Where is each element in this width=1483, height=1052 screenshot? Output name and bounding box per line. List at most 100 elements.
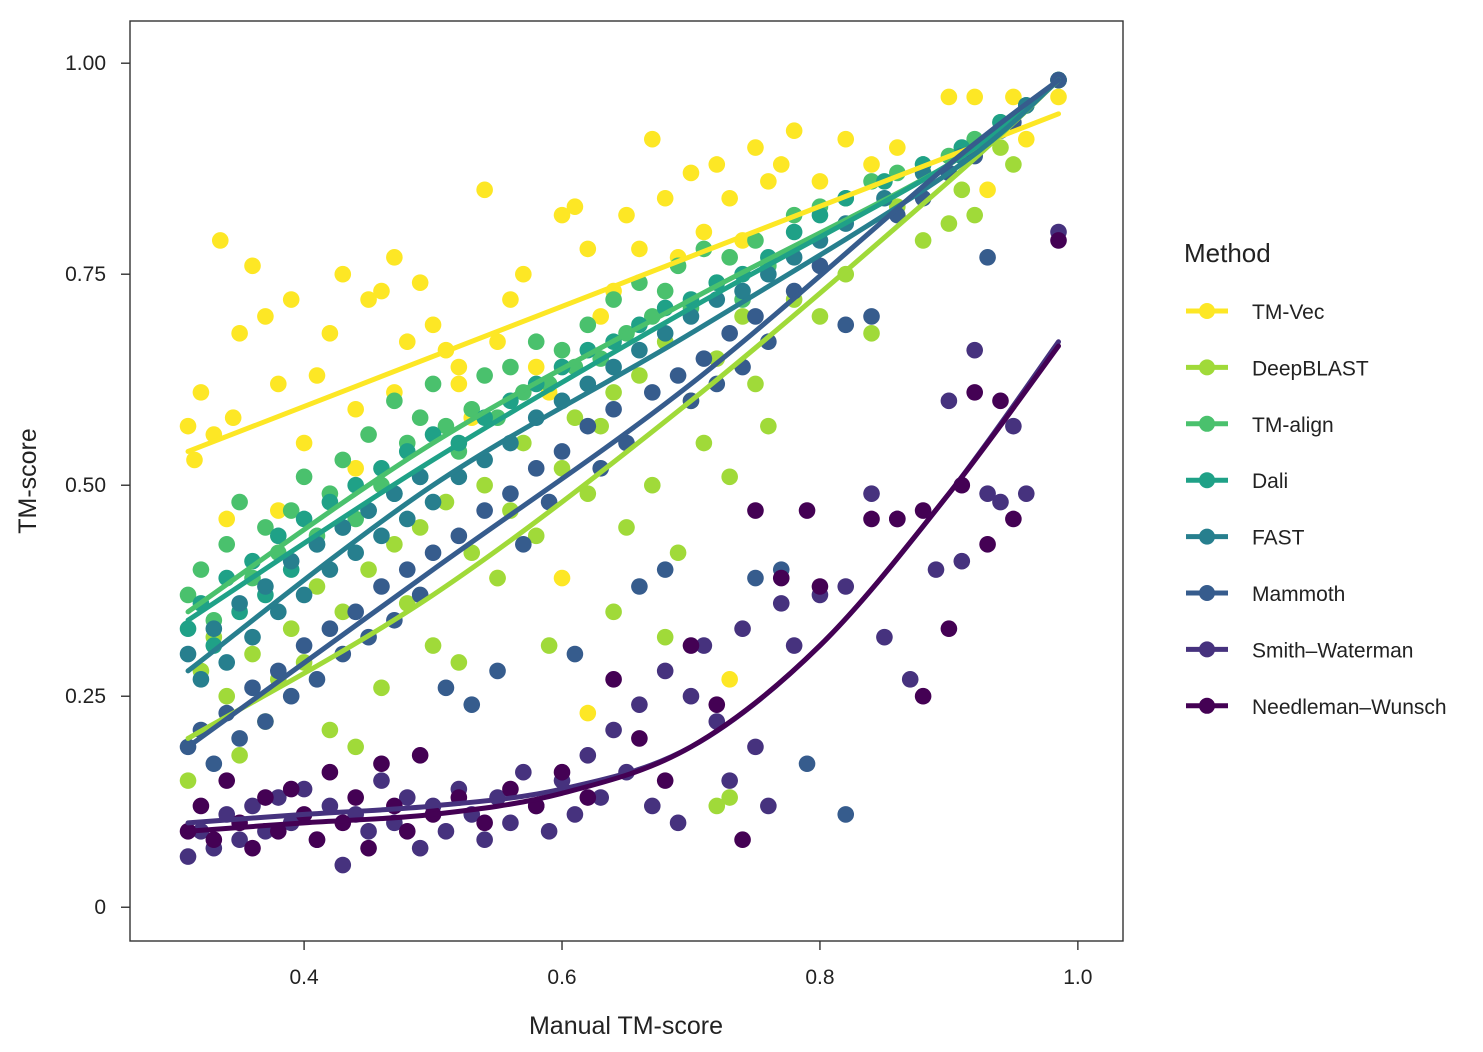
data-point xyxy=(695,350,713,367)
data-point xyxy=(553,341,571,359)
data-point xyxy=(734,282,751,300)
data-point xyxy=(373,578,390,595)
y-tick-label: 0.75 xyxy=(65,263,106,286)
data-point xyxy=(179,417,197,435)
data-point xyxy=(424,637,442,654)
data-point xyxy=(605,721,622,739)
data-point xyxy=(876,628,893,646)
legend-swatch-point xyxy=(1199,415,1215,432)
data-point xyxy=(231,730,248,747)
data-point xyxy=(398,510,416,528)
data-point xyxy=(760,173,777,190)
data-point xyxy=(308,671,326,688)
data-point xyxy=(721,789,738,806)
data-point xyxy=(643,130,661,148)
data-point xyxy=(489,662,506,680)
legend-label: FAST xyxy=(1252,527,1305,550)
y-tick-label: 0.50 xyxy=(65,474,106,497)
data-point xyxy=(798,755,816,773)
data-point xyxy=(579,704,597,722)
data-point xyxy=(373,772,390,789)
data-point xyxy=(682,637,700,654)
data-point xyxy=(979,181,996,199)
data-point xyxy=(515,536,532,553)
legend: Method TM-Vec DeepBLAST TM-align Dali FAST Ma… xyxy=(1184,238,1447,719)
data-point xyxy=(373,679,390,697)
data-point xyxy=(734,308,751,325)
data-point xyxy=(257,308,274,325)
data-point xyxy=(708,375,726,393)
data-point xyxy=(631,578,648,595)
fit-line-needleman-wunsch xyxy=(185,343,1062,834)
data-point xyxy=(889,510,906,528)
x-tick-label: 0.8 xyxy=(805,966,834,989)
data-point xyxy=(605,384,622,401)
data-point xyxy=(295,468,313,486)
data-point xyxy=(695,223,713,241)
data-point xyxy=(747,139,764,156)
data-point xyxy=(270,603,287,621)
data-point xyxy=(785,637,803,654)
data-point xyxy=(334,603,352,621)
data-point xyxy=(592,789,610,806)
data-point xyxy=(682,687,700,705)
data-point xyxy=(566,409,584,426)
data-point xyxy=(218,536,236,553)
legend-swatch-point xyxy=(1199,303,1215,319)
data-point xyxy=(747,375,764,393)
legend-item: FAST xyxy=(1186,527,1305,550)
data-point xyxy=(734,831,751,849)
data-point xyxy=(837,316,855,334)
legend-swatch-point xyxy=(1199,641,1215,658)
data-point xyxy=(295,510,313,528)
data-point xyxy=(656,561,674,578)
legend-label: Mammoth xyxy=(1252,583,1345,606)
data-point xyxy=(811,578,829,595)
data-point xyxy=(747,569,764,587)
data-point xyxy=(476,502,493,519)
data-point xyxy=(450,375,468,393)
data-point xyxy=(682,164,700,182)
data-point xyxy=(515,763,532,781)
data-point xyxy=(360,561,377,578)
data-point xyxy=(437,493,455,511)
data-point xyxy=(979,485,996,502)
data-point xyxy=(179,620,197,638)
data-point xyxy=(618,519,635,536)
data-point xyxy=(411,409,429,426)
data-point xyxy=(308,831,326,849)
data-point xyxy=(1017,130,1035,148)
data-point xyxy=(411,519,429,536)
data-point xyxy=(772,595,790,612)
data-point xyxy=(398,333,416,351)
data-point xyxy=(360,822,377,840)
data-point xyxy=(179,848,197,865)
fit-line-deepblast xyxy=(185,77,1062,741)
data-point xyxy=(527,460,545,477)
data-point xyxy=(721,189,738,207)
data-point xyxy=(321,620,339,638)
data-point xyxy=(605,400,622,418)
data-point xyxy=(605,291,622,308)
legend-swatch-point xyxy=(1199,585,1215,601)
data-point xyxy=(708,797,726,815)
data-point xyxy=(643,476,661,494)
data-point xyxy=(1005,510,1022,528)
data-point xyxy=(527,527,545,545)
data-point xyxy=(282,780,300,798)
data-point xyxy=(244,257,261,275)
y-tick-label: 0.25 xyxy=(65,685,106,708)
data-point xyxy=(953,181,971,199)
data-point xyxy=(695,637,713,654)
data-point xyxy=(940,392,958,410)
data-point xyxy=(914,232,932,249)
data-point xyxy=(760,417,777,435)
data-point xyxy=(863,156,880,173)
data-point xyxy=(244,679,261,697)
data-point xyxy=(669,544,687,562)
data-point xyxy=(205,620,223,638)
data-point xyxy=(179,772,197,789)
fit-line-fast xyxy=(185,77,1062,674)
data-point xyxy=(463,400,481,418)
